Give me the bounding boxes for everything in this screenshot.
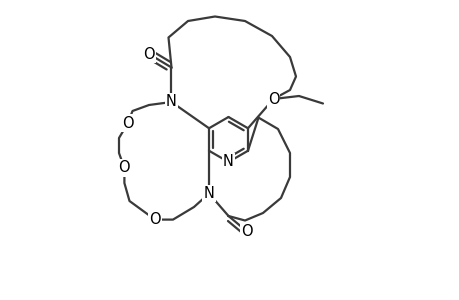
Text: N: N	[166, 94, 177, 110]
Text: O: O	[267, 92, 279, 106]
Text: N: N	[203, 186, 214, 201]
Text: O: O	[149, 212, 161, 227]
Text: O: O	[240, 224, 252, 238]
Text: N: N	[223, 154, 234, 169]
Text: O: O	[143, 46, 155, 62]
Text: O: O	[122, 116, 134, 130]
Text: O: O	[118, 160, 130, 175]
